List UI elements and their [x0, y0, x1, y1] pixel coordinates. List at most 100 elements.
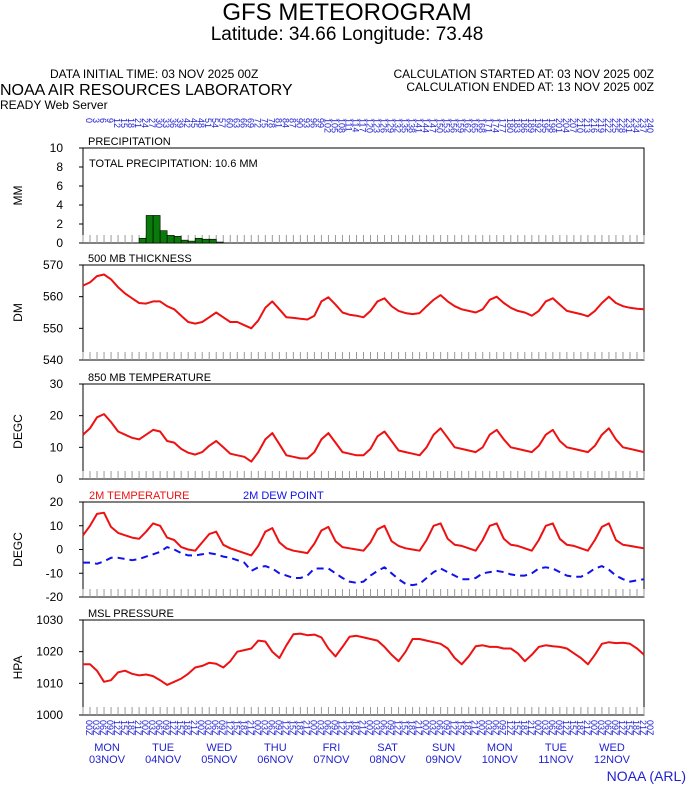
forecast-hour-label: 141 [414, 118, 424, 133]
data-initial-time: DATA INITIAL TIME: 03 NOV 2025 00Z [50, 67, 259, 81]
forecast-hour-label: 150 [435, 118, 445, 133]
y-tick-label: 560 [43, 290, 63, 304]
forecast-hour-label: 195 [540, 118, 550, 133]
utc-hour-label: 15Z [568, 720, 578, 736]
forecast-hour-label: 6 [98, 118, 108, 123]
y-tick-label: 1020 [36, 645, 63, 659]
utc-hour-label: 18Z [350, 720, 360, 736]
day-axis: MON03NOVTUE04NOVWED05NOVTHU06NOVFRI07NOV… [89, 742, 631, 766]
forecast-hour-label: 225 [610, 118, 620, 133]
panel-label: PRECIPITATION [88, 136, 171, 148]
utc-hour-label: 21Z [301, 720, 311, 736]
utc-hour-label: 06Z [547, 720, 557, 736]
forecast-hour-label: 138 [407, 118, 417, 133]
panel-3: 0 10 20 30 DEGC 850 MB TEMPERATURE [11, 372, 645, 486]
y-tick-label: -20 [46, 590, 64, 604]
y-tick-label: 6 [56, 179, 63, 193]
panel-5: 1000 1010 1020 1030 HPA MSL PRESSURE [11, 608, 645, 722]
utc-hour-label: 15Z [512, 720, 522, 736]
precipitation-bar [208, 238, 217, 244]
utc-hour-label: 09Z [498, 720, 508, 736]
server-name: READY Web Server [0, 98, 108, 112]
utc-hour-label: 06Z [491, 720, 501, 736]
forecast-hour-label: 162 [463, 118, 473, 133]
utc-hour-label: 21Z [582, 720, 592, 736]
forecast-hour-label: 237 [638, 118, 648, 133]
utc-hour-label: 03Z [540, 720, 550, 736]
precipitation-bar [187, 240, 196, 244]
utc-hour-label: 12Z [224, 720, 234, 736]
forecast-hour-label: 57 [217, 118, 227, 128]
utc-hour-label: 00Z [645, 720, 655, 736]
utc-hour-label: 15Z [456, 720, 466, 736]
precipitation-bar [201, 238, 210, 244]
forecast-hour-label: 81 [273, 118, 283, 128]
utc-hour-label: 03Z [91, 720, 101, 736]
forecast-hour-label: 78 [266, 118, 276, 128]
utc-hour-label: 21Z [414, 720, 424, 736]
utc-hour-label: 15Z [624, 720, 634, 736]
utc-hour-label: 09Z [386, 720, 396, 736]
utc-hour-label: 18Z [575, 720, 585, 736]
day-date-label: 05NOV [201, 754, 238, 766]
utc-hour-label: 06Z [322, 720, 332, 736]
forecast-hour-label: 156 [449, 118, 459, 133]
forecast-hour-label: 234 [631, 118, 641, 133]
series-line-primary [82, 511, 645, 557]
utc-hour-label: 18Z [182, 720, 192, 736]
panel-label: MSL PRESSURE [88, 608, 174, 620]
utc-hour-label: 12Z [449, 720, 459, 736]
utc-hour-label: 09Z [273, 720, 283, 736]
forecast-hour-label: 204 [561, 118, 571, 133]
y-tick-label: 540 [43, 353, 63, 367]
utc-hour-label: 18Z [238, 720, 248, 736]
y-tick-label: 10 [50, 519, 64, 533]
forecast-hour-label: 24 [140, 118, 150, 128]
calculation-ended: CALCULATION ENDED AT: 13 NOV 2025 00Z [406, 80, 654, 94]
utc-hour-label: 00Z [477, 720, 487, 736]
forecast-hour-label: 84 [280, 118, 290, 128]
utc-hour-label: 00Z [365, 720, 375, 736]
utc-hour-label: 06Z [603, 720, 613, 736]
y-axis-label: MM [11, 186, 25, 206]
utc-hour-label: 15Z [287, 720, 297, 736]
forecast-hour-label: 198 [547, 118, 557, 133]
precipitation-bar [194, 237, 203, 244]
forecast-hour-label: 135 [400, 118, 410, 133]
forecast-hour-label: 99 [315, 118, 325, 128]
utc-hour-label: 03Z [372, 720, 382, 736]
forecast-hour-label: 114 [350, 118, 360, 132]
utc-hour-label: 21Z [357, 720, 367, 736]
forecast-hour-label: 21 [133, 118, 143, 128]
utc-hour-label: 18Z [294, 720, 304, 736]
day-weekday-label: TUE [152, 742, 174, 754]
forecast-hour-label: 42 [182, 118, 192, 128]
utc-hour-label: 12Z [280, 720, 290, 736]
y-tick-label: 2 [56, 217, 63, 231]
utc-hour-label: 09Z [217, 720, 227, 736]
utc-hour-label: 12Z [505, 720, 515, 736]
utc-hour-label: 12Z [336, 720, 346, 736]
forecast-hour-label: 207 [568, 118, 578, 133]
y-tick-label: 30 [50, 377, 64, 391]
forecast-hour-label: 93 [301, 118, 311, 128]
utc-hour-label: 03Z [428, 720, 438, 736]
utc-hour-label: 15Z [400, 720, 410, 736]
utc-hour-label: 03Z [484, 720, 494, 736]
y-tick-label: 20 [50, 495, 64, 509]
precipitation-bar [138, 237, 147, 244]
forecast-hour-label: 66 [238, 118, 248, 128]
legend-entry: 2M DEW POINT [243, 490, 324, 502]
utc-hour-label: 18Z [407, 720, 417, 736]
utc-hour-label: 00Z [84, 720, 94, 736]
utc-hour-label: 03Z [596, 720, 606, 736]
panel-1: 0 2 4 6 8 10 MM PRECIPITATION TOTAL PRECIPITATIO… [11, 136, 645, 250]
utc-hour-label: 06Z [154, 720, 164, 736]
panel-4: -20 -10 0 10 20 DEGC 2M TEMPERATURE 2M DEW POIN… [11, 490, 645, 604]
forecast-hour-label: 222 [603, 118, 613, 133]
forecast-hour-label: 201 [554, 118, 564, 133]
utc-hour-label: 21Z [638, 720, 648, 736]
forecast-hour-label: 213 [582, 118, 592, 133]
forecast-hour-label: 15 [119, 118, 129, 128]
utc-hour-label: 00Z [589, 720, 599, 736]
